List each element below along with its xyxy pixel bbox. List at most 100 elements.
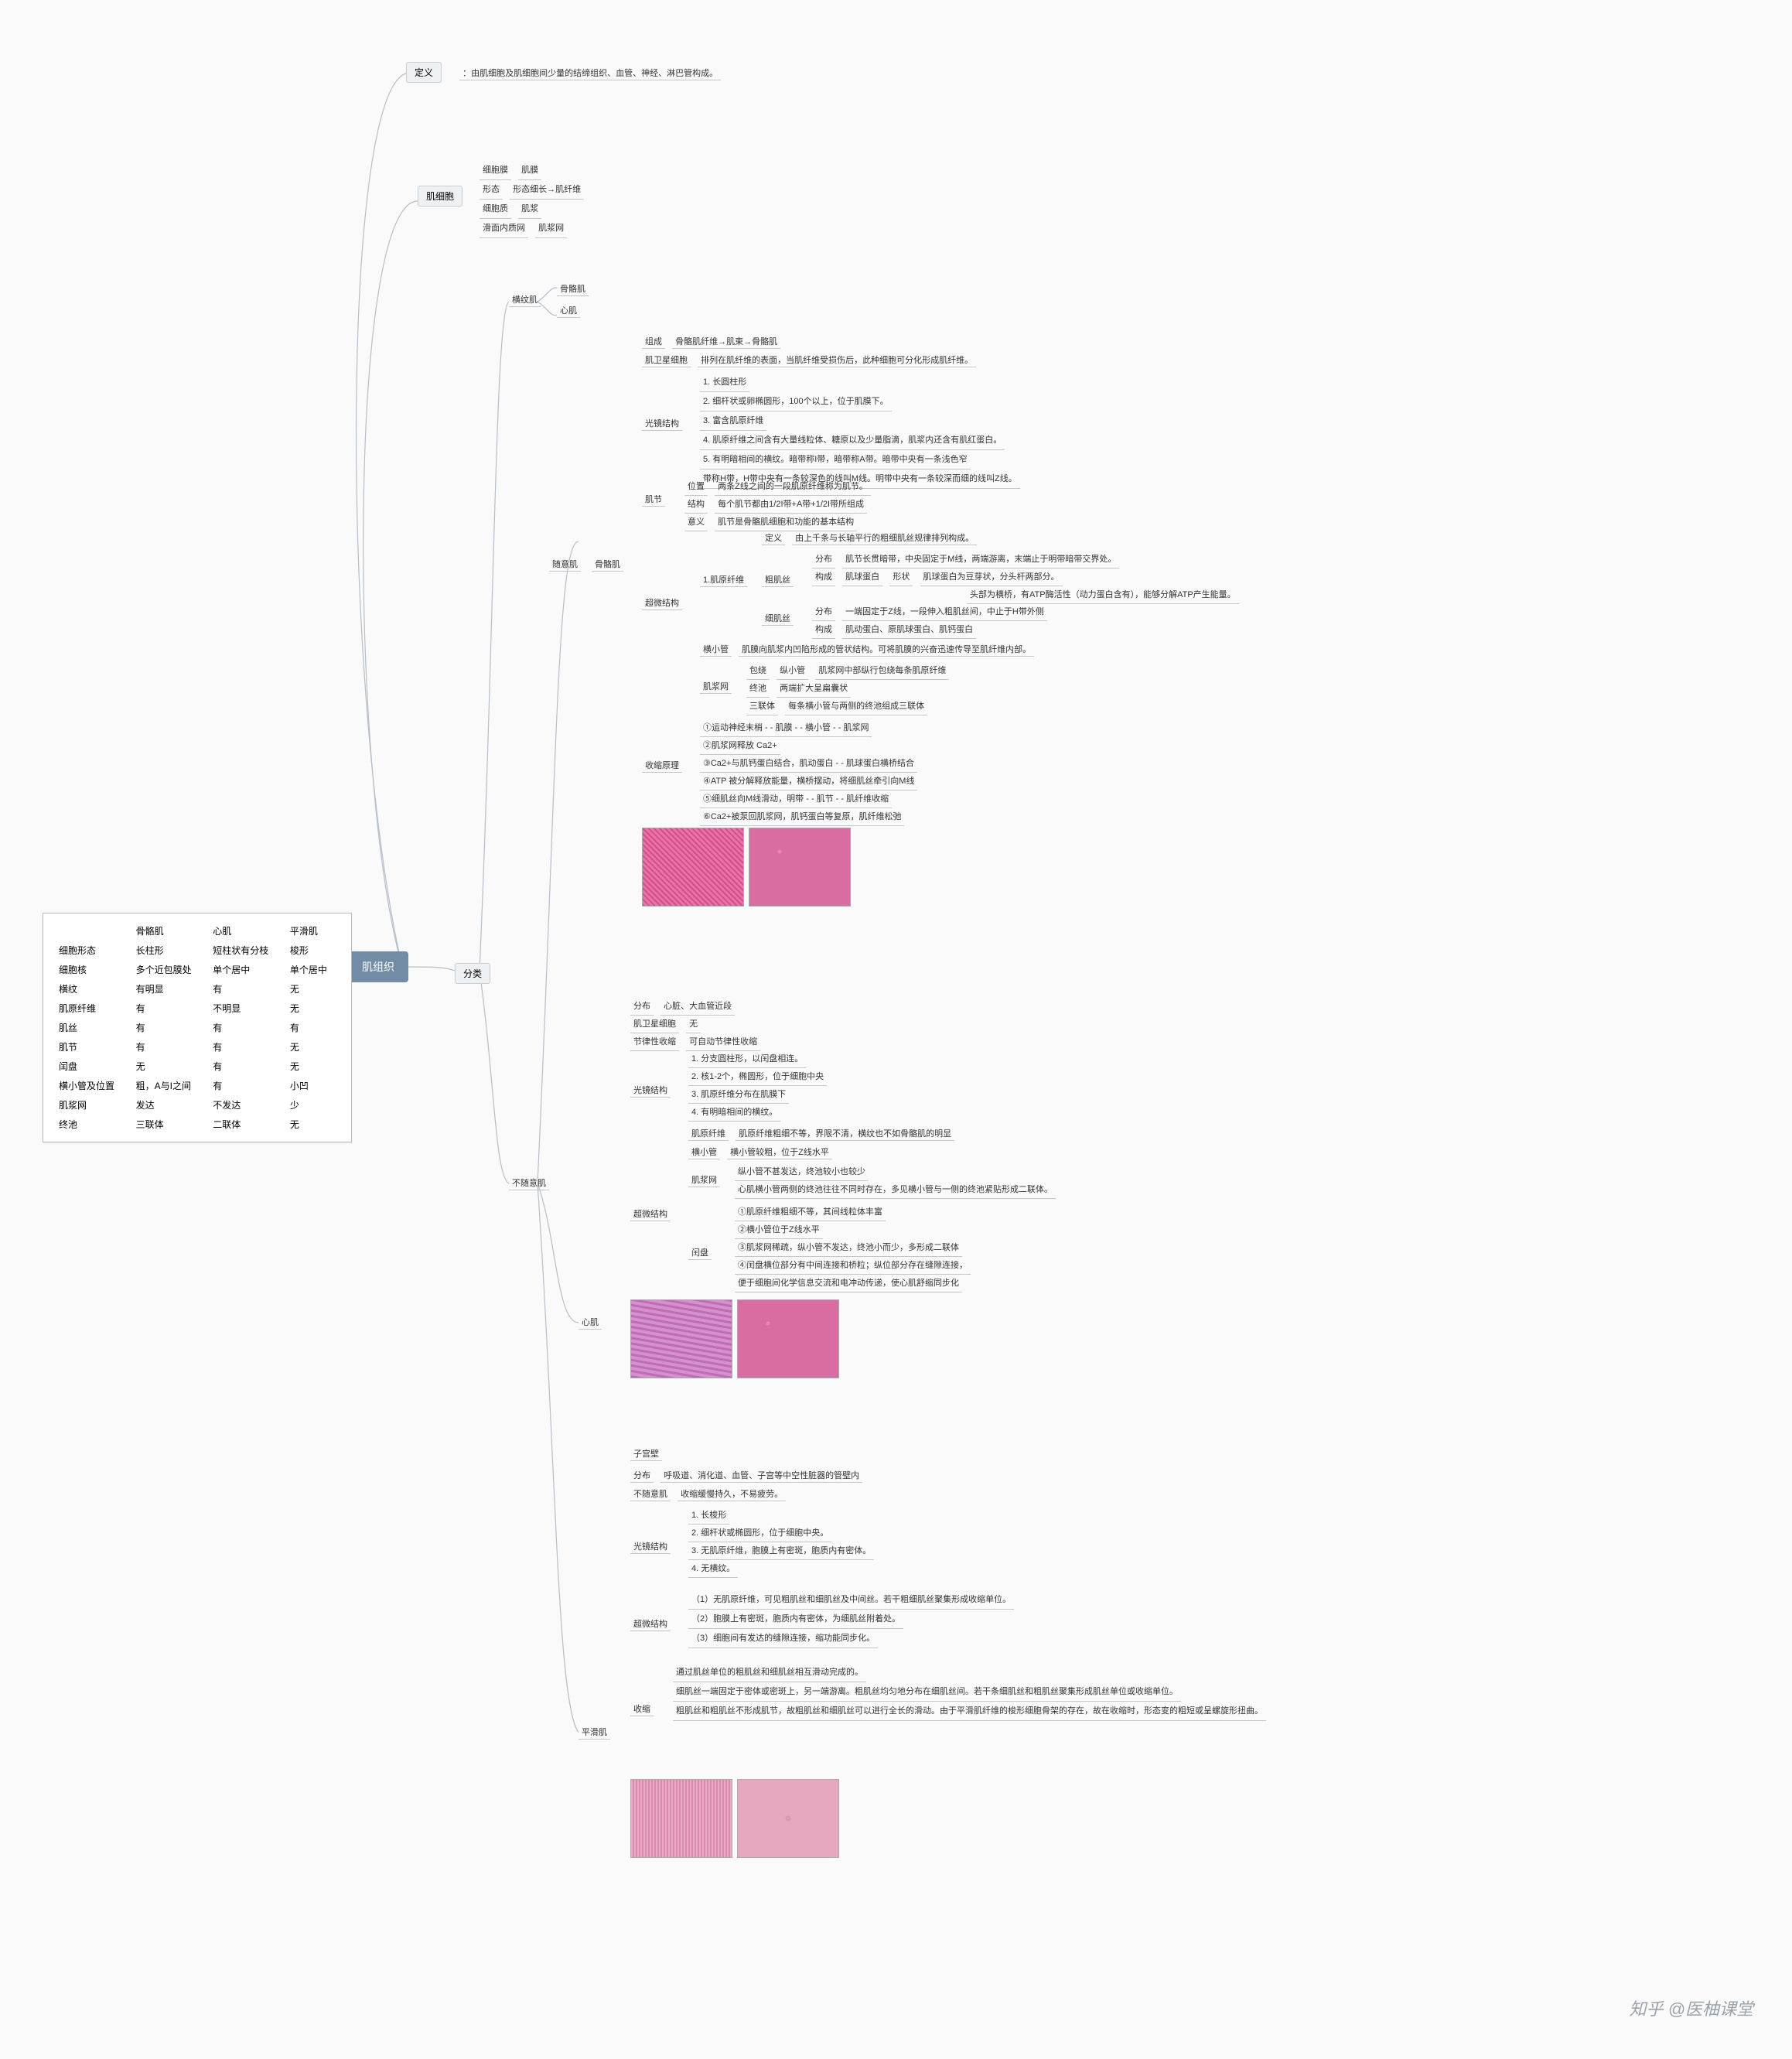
cm-tt-a: 横小管 <box>688 1145 720 1159</box>
skeletal-main[interactable]: 骨骼肌 <box>592 557 623 572</box>
sm-da: 分布 <box>630 1468 654 1483</box>
r3c0: 肌原纤维 <box>54 999 131 1018</box>
sm-em-label[interactable]: 超微结构 <box>630 1617 671 1631</box>
ct-3: ④ATP 被分解释放能量，横桥摆动，将细肌丝牵引向M线 <box>700 773 917 790</box>
r1c0: 细胞核 <box>54 960 131 979</box>
r0c0: 细胞形态 <box>54 941 131 960</box>
r8c1: 发达 <box>131 1095 209 1115</box>
cm-lm-label[interactable]: 光镜结构 <box>630 1083 671 1098</box>
cm-disc-label[interactable]: 闰盘 <box>688 1245 712 1260</box>
striated-sub1: 骨骼肌 <box>557 282 589 296</box>
thick-c2: 头部为横桥，有ATP酶活性（动力蛋白含有），能够分解ATP产生能量。 <box>967 586 1239 604</box>
sarc-sa: 结构 <box>684 496 708 514</box>
cm-lm-0: 1. 分支圆柱形，以闰盘相连。 <box>688 1050 806 1068</box>
root-label: 肌组织 <box>362 961 394 973</box>
comparison-table: 骨骼肌 心肌 平滑肌 细胞形态长柱形短柱状有分枝梭形 细胞核多个近包膜处单个居中… <box>43 913 352 1142</box>
sr-label[interactable]: 肌浆网 <box>700 679 732 694</box>
thin-da: 分布 <box>812 603 835 621</box>
sm-ct-b: 细肌丝一端固定于密体或密斑上，另一端游离。粗肌丝均匀地分布在细肌丝间。若干条细肌… <box>673 1682 1181 1702</box>
sarcomere-label[interactable]: 肌节 <box>642 492 665 507</box>
ct-4: ⑤细肌丝向M线滑动，明带 - - 肌节 - - 肌纤维收缩 <box>700 790 892 808</box>
sk-lm-4: 5. 有明暗相间的横纹。暗带称I带，暗带称A带。暗带中央有一条浅色窄 <box>700 450 971 470</box>
r2c1: 有明显 <box>131 979 209 999</box>
cardiac-histology-cross <box>737 1299 839 1378</box>
thick-label[interactable]: 粗肌丝 <box>762 572 794 587</box>
sr-wa: 包绕 <box>746 662 770 680</box>
r4c1: 有 <box>131 1018 209 1037</box>
sm-ct-label[interactable]: 收缩 <box>630 1702 654 1716</box>
sk-em-label[interactable]: 超微结构 <box>642 596 682 610</box>
ttube-a: 横小管 <box>700 642 732 657</box>
root-node[interactable]: 肌组织 <box>348 951 408 982</box>
sk-comp-a: 组成 <box>642 334 665 349</box>
sm-lm-2: 3. 无肌原纤维，胞膜上有密斑，胞质内有密体。 <box>688 1542 874 1560</box>
cm-sr-label[interactable]: 肌浆网 <box>688 1173 720 1187</box>
cm-d-0: ①肌原纤维粗细不等，其间线粒体丰富 <box>735 1204 886 1221</box>
thick-cd: 肌球蛋白为豆芽状，分头杆两部分。 <box>920 569 1063 586</box>
smooth-node[interactable]: 平滑肌 <box>579 1725 610 1740</box>
contract-label[interactable]: 收缩原理 <box>642 758 682 773</box>
sm-ct-a: 通过肌丝单位的粗肌丝和细肌丝相互滑动完成的。 <box>673 1663 866 1682</box>
thick-db: 肌节长贯暗带，中央固定于M线，两端游离，末端止于明带暗带交界处。 <box>842 551 1119 569</box>
r5c3: 无 <box>285 1037 340 1057</box>
cm-sr-b: 心肌横小管两侧的终池往往不同时存在，多见横小管与一侧的终池紧贴形成二联体。 <box>735 1181 1056 1199</box>
cm-mf-a: 肌原纤维 <box>688 1126 729 1141</box>
r2c3: 无 <box>285 979 340 999</box>
smooth-histology-images <box>630 1779 839 1858</box>
r6c1: 无 <box>131 1057 209 1076</box>
th-1: 骨骼肌 <box>131 921 209 941</box>
nonstriated-node[interactable]: 不随意肌 <box>509 1176 549 1190</box>
cm-sa: 肌卫星细胞 <box>630 1016 679 1033</box>
sm-lm-0: 1. 长梭形 <box>688 1507 729 1525</box>
r5c0: 肌节 <box>54 1037 131 1057</box>
cm-em-label[interactable]: 超微结构 <box>630 1207 671 1221</box>
cm-mf-b: 肌原纤维粗细不等，界限不清，横纹也不如骨骼肌的明显 <box>736 1126 954 1141</box>
smooth-histology-cross <box>737 1779 839 1858</box>
th-2: 心肌 <box>208 921 285 941</box>
r3c3: 无 <box>285 999 340 1018</box>
ct-5: ⑥Ca2+被泵回肌浆网，肌钙蛋白等复原，肌纤维松弛 <box>700 808 904 826</box>
r0c2: 短柱状有分枝 <box>208 941 285 960</box>
sarc-pb: 两条Z线之间的一段肌原纤维称为肌节。 <box>715 478 871 496</box>
thin-label[interactable]: 细肌丝 <box>762 611 794 626</box>
sk-lm-label[interactable]: 光镜结构 <box>642 416 682 431</box>
r7c3: 小凹 <box>285 1076 340 1095</box>
ct-1: ②肌浆网释放 Ca2+ <box>700 737 780 755</box>
mc-1b: 形态细长→肌纤维 <box>510 180 584 200</box>
striated-node[interactable]: 横纹肌 <box>509 292 541 307</box>
cardiac-node[interactable]: 心肌 <box>579 1315 602 1330</box>
definition-node[interactable]: 定义 <box>406 62 442 83</box>
muscle-cell-node[interactable]: 肌细胞 <box>418 186 463 207</box>
r7c0: 横小管及位置 <box>54 1076 131 1095</box>
mc-1a: 形态 <box>480 180 503 200</box>
mc-2a: 细胞质 <box>480 200 511 219</box>
sk-lm-1: 2. 细杆状或卵椭圆形，100个以上，位于肌膜下。 <box>700 392 892 411</box>
cm-da: 分布 <box>630 998 654 1016</box>
sarc-sb: 每个肌节都由1/2I带+A带+1/2I带所组成 <box>715 496 867 514</box>
cm-sr-a: 纵小管不甚发达，终池较小也较少 <box>735 1163 869 1181</box>
sr-cb: 两端扩大呈扁囊状 <box>777 680 851 698</box>
cm-d-3: ④闰盘横位部分有中间连接和桥粒；纵位部分存在缝隙连接， <box>735 1257 971 1275</box>
cm-d-1: ②横小管位于Z线水平 <box>735 1221 823 1239</box>
classification-node[interactable]: 分类 <box>455 963 490 984</box>
cm-lm-3: 4. 有明暗相间的横纹。 <box>688 1104 780 1122</box>
mc-0b: 肌膜 <box>518 161 541 180</box>
skeletal-histology-cross <box>749 828 851 907</box>
r8c0: 肌浆网 <box>54 1095 131 1115</box>
cm-tt-b: 横小管较粗，位于Z线水平 <box>727 1145 832 1159</box>
cardiac-histology-longitudinal <box>630 1299 732 1378</box>
voluntary-node[interactable]: 随意肌 <box>549 557 581 572</box>
sm-fa: 不随意肌 <box>630 1487 671 1501</box>
skeletal-histology-images <box>642 828 851 907</box>
thick-ca: 构成 <box>812 569 835 586</box>
ttube-b: 肌膜向肌浆内凹陷形成的管状结构。可将肌膜的兴奋迅速传导至肌纤维内部。 <box>739 642 1034 657</box>
r9c0: 终池 <box>54 1115 131 1134</box>
r6c2: 有 <box>208 1057 285 1076</box>
r8c2: 不发达 <box>208 1095 285 1115</box>
sm-em-2: （3）细胞间有发达的缝隙连接，缩功能同步化。 <box>688 1629 878 1648</box>
uterus-node: 子宫壁 <box>630 1446 662 1461</box>
sarc-mb: 肌节是骨骼肌细胞和功能的基本结构 <box>715 514 857 531</box>
myofibril-label[interactable]: 1.肌原纤维 <box>700 572 747 587</box>
sm-lm-label[interactable]: 光镜结构 <box>630 1539 671 1554</box>
sk-comp-b: 骨骼肌纤维→肌束→骨骼肌 <box>672 334 780 349</box>
